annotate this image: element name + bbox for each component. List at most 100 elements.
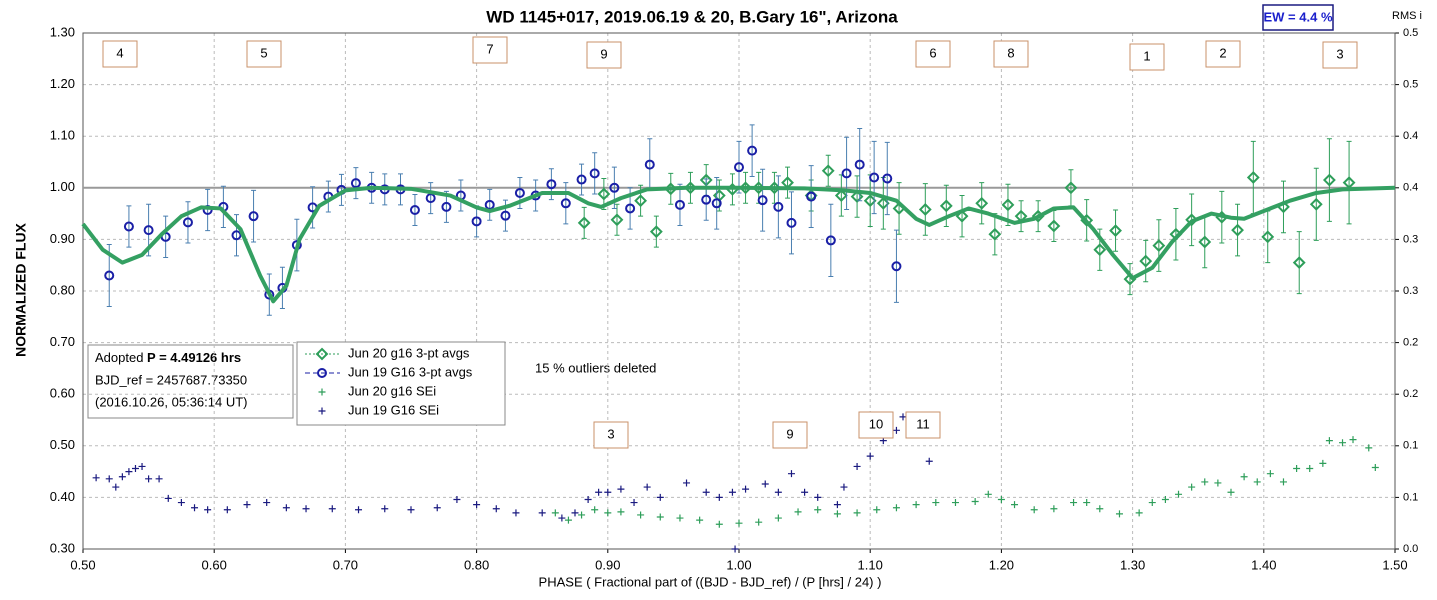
data-point: [644, 159, 655, 170]
data-point: [814, 493, 822, 501]
data-point: [1231, 223, 1244, 237]
error-bar: [1173, 207, 1179, 261]
error-bar: [703, 178, 709, 221]
data-point: [145, 475, 153, 483]
data-point: [441, 201, 452, 212]
legend-marker: [315, 347, 329, 361]
data-point: [604, 488, 612, 496]
dip-label-box: [102, 40, 138, 68]
data-point: [1070, 499, 1078, 507]
y2-tick-label: 0.1: [1403, 440, 1418, 452]
error-bar: [310, 186, 316, 229]
data-point: [625, 203, 636, 214]
data-point: [138, 462, 146, 470]
error-bar: [1202, 215, 1208, 269]
data-point: [328, 505, 336, 513]
error-bar: [1235, 203, 1241, 257]
error-bar: [428, 182, 434, 215]
error-bar: [412, 194, 418, 226]
info-box: [87, 344, 294, 419]
data-point: [656, 513, 664, 521]
error-bar: [880, 176, 886, 230]
error-bar: [653, 215, 659, 248]
data-point: [177, 499, 185, 507]
data-point: [794, 508, 802, 516]
y2-axis-label: RMS i: [1392, 10, 1422, 22]
error-bar: [1326, 138, 1332, 222]
error-bar: [1313, 167, 1319, 241]
error-bar: [825, 154, 831, 187]
data-point: [841, 168, 852, 179]
data-point: [560, 198, 571, 209]
data-point: [630, 499, 638, 507]
data-point: [735, 519, 743, 527]
legend-label: Jun 19 G16 SEi: [348, 402, 439, 417]
x-tick-label: 0.60: [202, 557, 227, 572]
data-point: [131, 465, 139, 473]
x-axis-label: PHASE ( Fractional part of ((BJD - BJD_r…: [539, 574, 882, 589]
data-point: [833, 510, 841, 518]
error-bar: [1018, 200, 1024, 233]
dip-label-box: [586, 41, 622, 69]
dip-label: 4: [116, 45, 123, 60]
x-tick-label: 0.80: [464, 557, 489, 572]
data-point: [591, 506, 599, 514]
y2-tick-label: 0.3: [1403, 285, 1418, 297]
error-bar: [548, 168, 554, 201]
data-point: [1319, 459, 1327, 467]
data-point: [355, 506, 363, 514]
data-point: [806, 191, 817, 202]
x-tick-label: 1.10: [858, 557, 883, 572]
rms-label-box: [593, 421, 629, 449]
dip-label-box: [1205, 40, 1241, 68]
y2-tick-label: 0.5: [1403, 79, 1418, 91]
data-point: [1293, 465, 1301, 473]
data-point: [231, 230, 242, 241]
data-point: [243, 501, 251, 509]
error-bar: [884, 141, 890, 216]
data-point: [656, 493, 664, 501]
data-point: [143, 225, 154, 236]
data-point: [850, 190, 864, 203]
data-point: [433, 504, 441, 512]
error-bar: [749, 124, 755, 177]
data-point: [649, 225, 663, 239]
error-bar: [677, 183, 683, 226]
dip-label: 1: [1143, 48, 1150, 63]
data-point: [223, 506, 231, 514]
data-point: [728, 488, 736, 496]
note: 15 % outliers deleted: [535, 360, 656, 375]
error-bar: [205, 188, 211, 232]
data-point: [1325, 437, 1333, 445]
data-point: [1152, 239, 1166, 253]
error-bar: [922, 183, 928, 236]
data-point: [1050, 505, 1058, 513]
data-point: [1175, 490, 1183, 498]
data-point: [1339, 439, 1347, 447]
rms-label: 11: [916, 416, 930, 431]
data-point: [617, 508, 625, 516]
data-point: [1064, 181, 1078, 195]
data-point: [891, 261, 902, 272]
data-point: [643, 483, 651, 491]
y-axis-label: NORMALIZED FLUX: [13, 222, 29, 356]
error-bar: [854, 175, 860, 218]
info-line: Adopted P = 4.49126 hrs: [95, 350, 241, 365]
info-line: (2016.10.26, 05:36:14 UT): [95, 394, 248, 409]
rms-label-box: [772, 421, 808, 449]
dip-label-box: [1322, 41, 1358, 69]
data-point: [1030, 506, 1038, 514]
data-point: [882, 173, 893, 184]
data-point: [1198, 235, 1212, 249]
dip-label: 9: [600, 46, 607, 61]
data-point: [500, 210, 511, 221]
data-point: [988, 227, 1002, 241]
chart-title: WD 1145+017, 2019.06.19 & 20, B.Gary 16"…: [486, 7, 898, 26]
data-point: [538, 509, 546, 517]
data-point: [975, 196, 989, 210]
data-point: [1001, 198, 1015, 212]
model-line: [81, 185, 1396, 304]
y-tick-label: 0.90: [50, 231, 75, 246]
error-bar: [1127, 263, 1133, 296]
data-point: [747, 145, 758, 156]
